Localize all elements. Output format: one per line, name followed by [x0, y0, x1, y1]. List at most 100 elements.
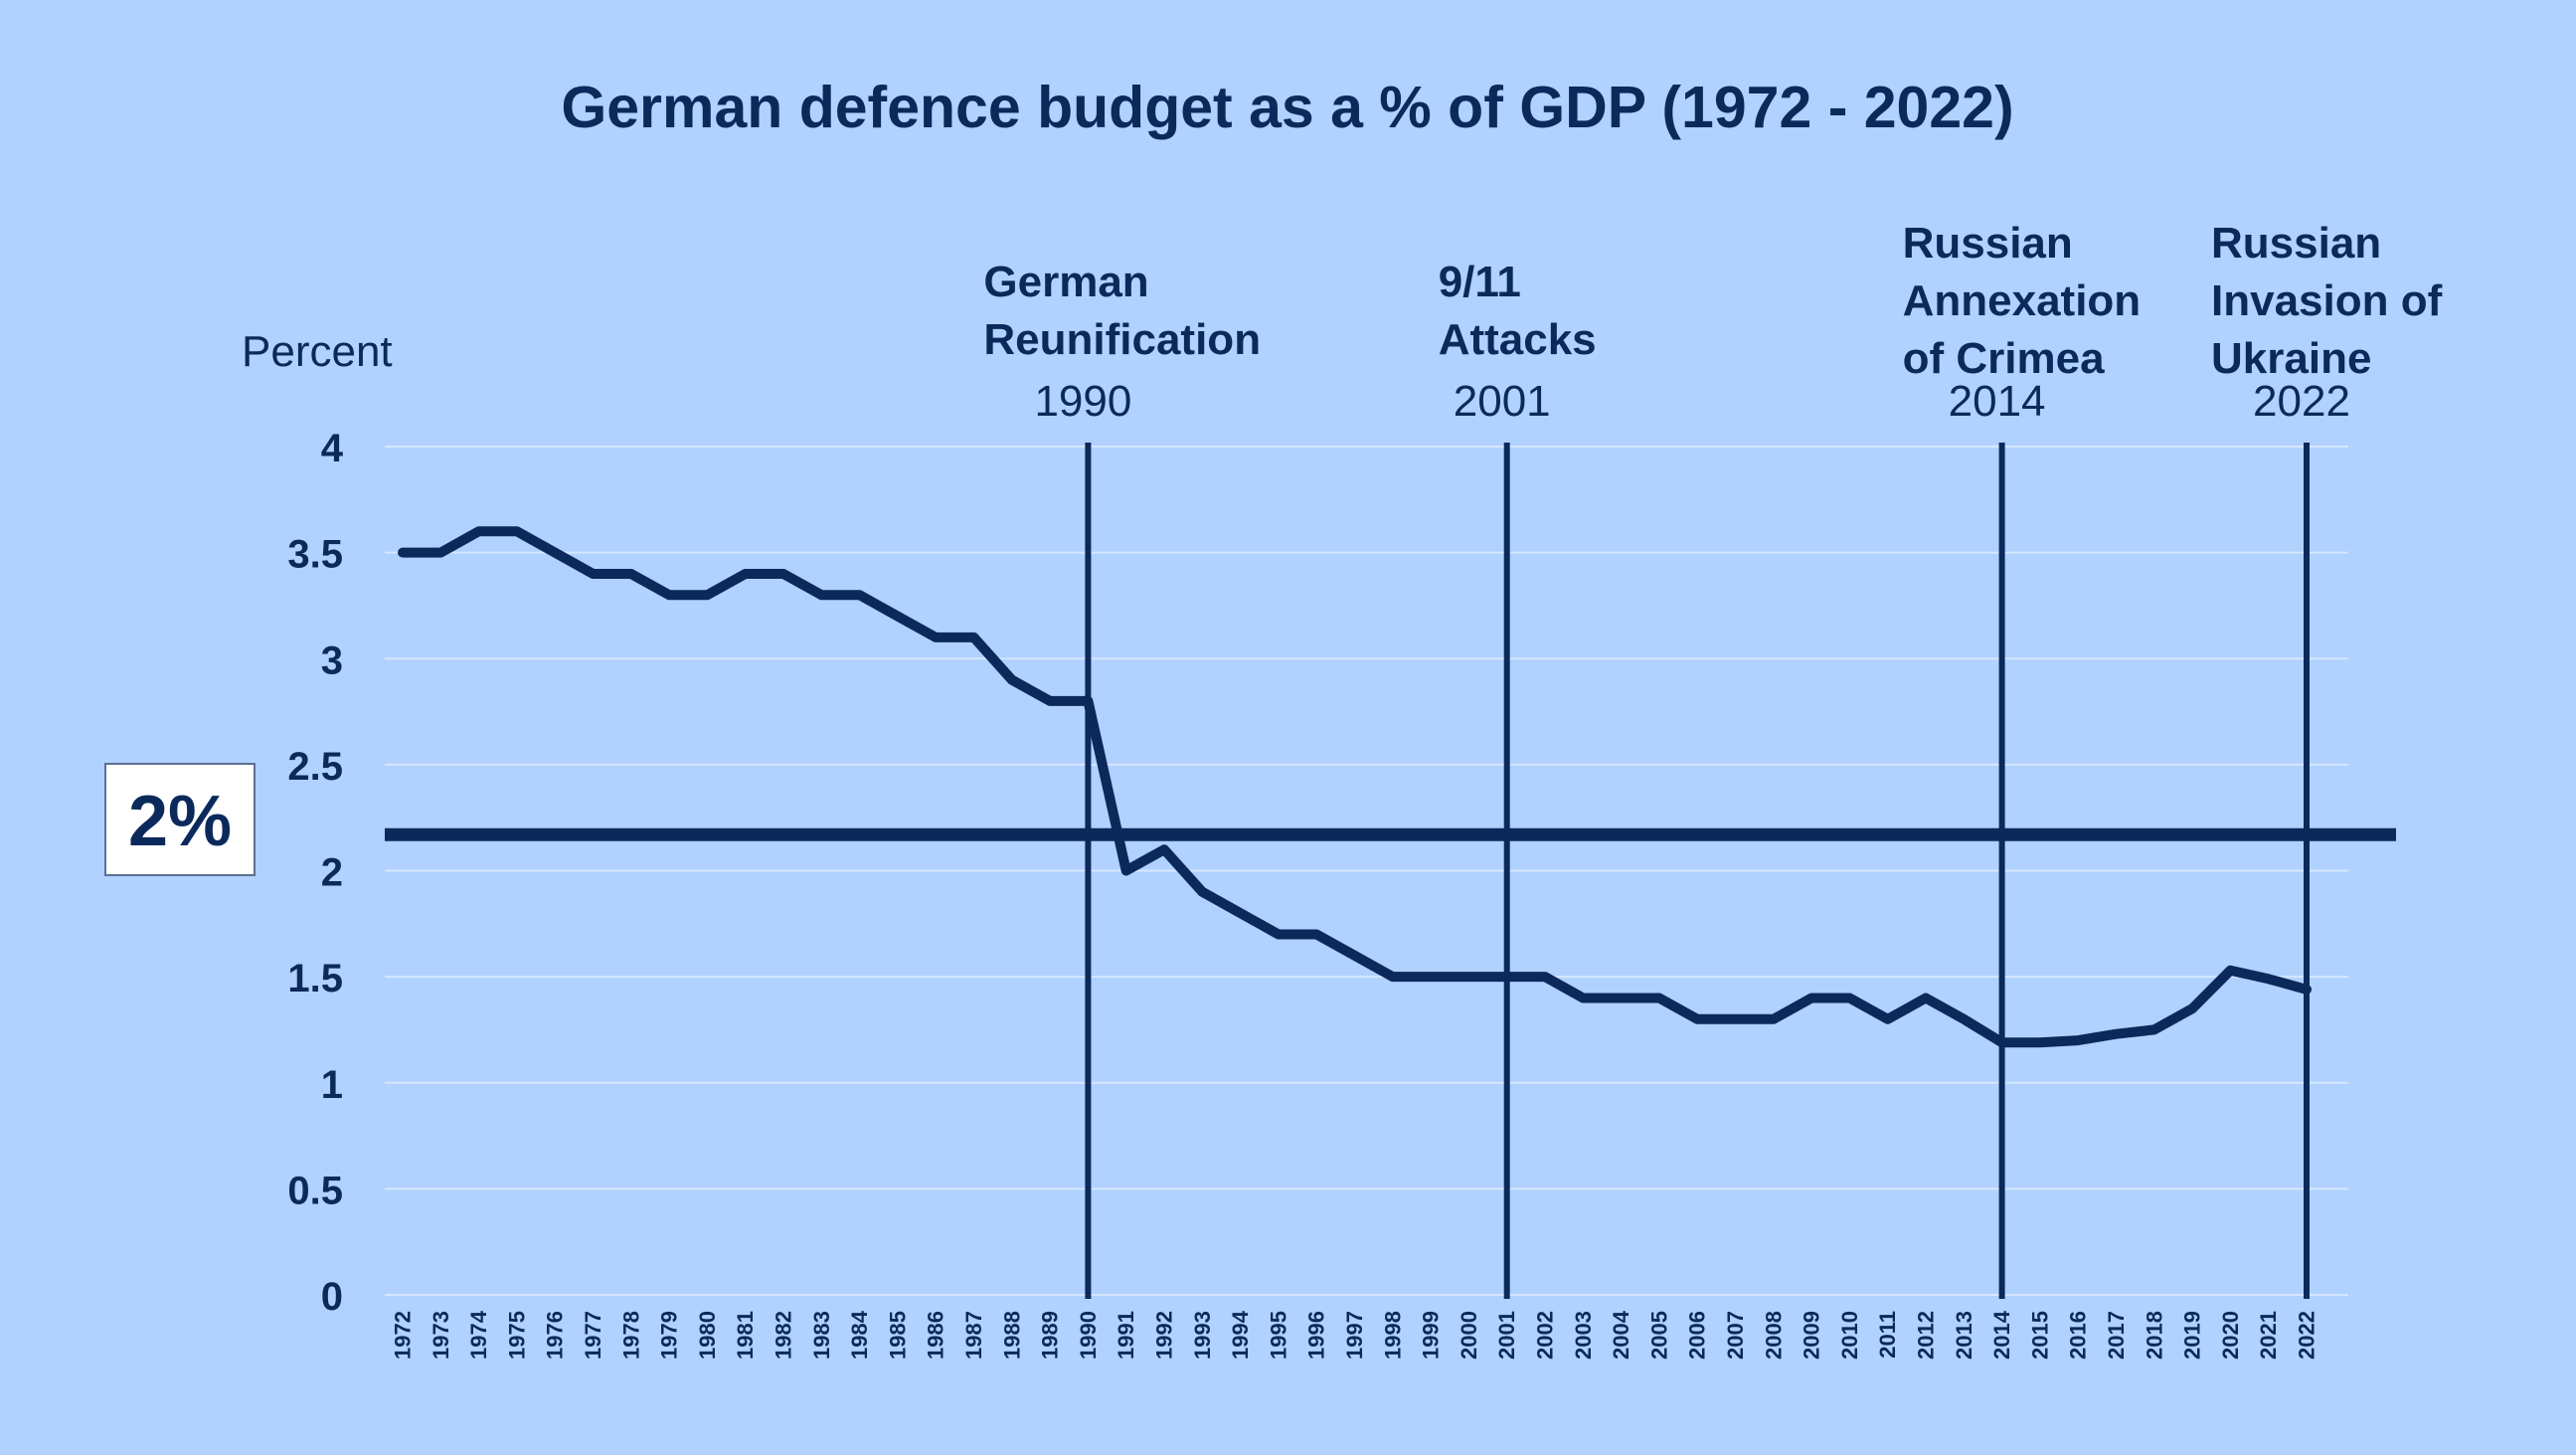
- x-tick-label: 2012: [1914, 1311, 1939, 1360]
- data-point: [935, 636, 938, 638]
- x-tick-label: 1978: [618, 1311, 643, 1360]
- x-tick-label: 1988: [999, 1311, 1024, 1360]
- y-tick-label: 3: [321, 638, 343, 682]
- x-tick-label: 1974: [466, 1310, 491, 1360]
- x-tick-label: 1990: [1076, 1311, 1101, 1360]
- data-point: [1391, 976, 1394, 979]
- data-point: [1353, 954, 1356, 957]
- data-point: [1124, 869, 1127, 872]
- x-tick-label: 2006: [1685, 1311, 1710, 1360]
- x-tick-label: 1994: [1228, 1310, 1253, 1360]
- x-tick-label: 2004: [1609, 1310, 1633, 1360]
- data-point: [1315, 933, 1318, 936]
- data-point: [1049, 699, 1052, 702]
- data-point: [402, 551, 404, 554]
- data-point: [477, 530, 480, 533]
- data-point: [1582, 997, 1585, 1000]
- data-point: [972, 636, 975, 638]
- x-tick-label: 2003: [1571, 1311, 1596, 1360]
- data-point: [1734, 1017, 1737, 1020]
- data-point: [1467, 976, 1470, 979]
- x-tick-label: 1972: [391, 1311, 416, 1360]
- x-tick-label: 1996: [1304, 1311, 1329, 1360]
- data-point: [1963, 1017, 1966, 1020]
- data-point: [1696, 1017, 1699, 1020]
- y-tick-labels: 0 0.5 1 1.5 2 2.5 3 3.5 4: [287, 427, 343, 1319]
- data-point: [1810, 997, 1813, 1000]
- y-tick-label: 1: [321, 1063, 343, 1107]
- data-point: [2152, 1028, 2155, 1031]
- event-title-line: German: [983, 258, 1148, 306]
- x-tick-label: 2007: [1723, 1311, 1748, 1360]
- event-year-label: 2022: [2253, 377, 2350, 426]
- x-tick-label: 1984: [847, 1310, 872, 1360]
- x-tick-label: 1973: [429, 1311, 453, 1360]
- x-tick-label: 1976: [543, 1311, 568, 1360]
- data-point: [782, 572, 784, 575]
- threshold-box: [104, 763, 256, 876]
- y-tick-label: 0: [321, 1275, 343, 1319]
- data-point: [1657, 997, 1660, 1000]
- data-point: [858, 594, 861, 597]
- x-tick-label: 1987: [961, 1311, 986, 1360]
- x-tick-label: 2008: [1761, 1311, 1786, 1360]
- x-tick-label: 2001: [1494, 1311, 1519, 1360]
- x-tick-label: 1999: [1419, 1311, 1444, 1360]
- x-tick-label: 2000: [1457, 1311, 1481, 1360]
- threshold-group: 2%: [104, 763, 2396, 876]
- y-tick-label: 4: [321, 427, 344, 470]
- data-point: [668, 594, 671, 597]
- data-point: [554, 551, 557, 554]
- data-point: [896, 615, 899, 618]
- x-tick-label: 2021: [2256, 1311, 2281, 1360]
- x-tick-label: 2016: [2066, 1311, 2091, 1360]
- event-title-line: Russian: [2211, 219, 2381, 268]
- x-tick-label: 1989: [1038, 1311, 1063, 1360]
- data-point: [1277, 933, 1280, 936]
- x-tick-label: 1979: [657, 1311, 682, 1360]
- event-title-line: Annexation: [1903, 276, 2142, 325]
- event-title-line: Ukraine: [2211, 334, 2371, 383]
- event-title-line: Invasion of: [2211, 276, 2443, 325]
- y-axis-label: Percent: [242, 327, 393, 376]
- data-point: [1505, 976, 1508, 979]
- x-tick-label: 1981: [733, 1311, 758, 1360]
- data-point: [1544, 976, 1546, 979]
- event-year-label: 1990: [1034, 377, 1131, 426]
- x-tick-label: 2015: [2027, 1311, 2052, 1360]
- data-point: [1772, 1017, 1775, 1020]
- data-point: [1848, 997, 1851, 1000]
- y-tick-label: 2.5: [287, 745, 343, 789]
- data-point: [2038, 1041, 2041, 1044]
- x-tick-label: 1997: [1342, 1311, 1367, 1360]
- event-title-line: 9/11: [1439, 258, 1521, 306]
- event-title-line: Reunification: [983, 315, 1261, 364]
- data-point: [1430, 976, 1433, 979]
- x-tick-label: 2002: [1533, 1311, 1558, 1360]
- series-line: [398, 526, 2312, 1048]
- event-year-label: 2001: [1454, 377, 1551, 426]
- data-point: [744, 572, 747, 575]
- x-tick-label: 1991: [1114, 1311, 1138, 1360]
- data-point: [2077, 1039, 2080, 1042]
- x-tick-label: 1982: [772, 1311, 796, 1360]
- data-point: [439, 551, 442, 554]
- data-point: [2267, 978, 2270, 981]
- x-tick-label: 1995: [1266, 1311, 1290, 1360]
- series-group: [398, 526, 2312, 1048]
- x-tick-label: 1975: [504, 1311, 529, 1360]
- data-point: [2229, 969, 2232, 972]
- x-tick-label: 1977: [581, 1311, 605, 1360]
- x-tick-label: 1983: [809, 1311, 834, 1360]
- x-tick-label: 2011: [1875, 1311, 1900, 1359]
- data-point: [820, 594, 823, 597]
- x-tick-label: 1980: [695, 1311, 720, 1360]
- event-year-label: 2014: [1949, 377, 2046, 426]
- data-point: [1010, 678, 1013, 681]
- data-point: [2191, 1007, 2194, 1010]
- event-marker: German Reunification 1990: [983, 258, 1261, 1299]
- x-tick-label: 2014: [1989, 1310, 2014, 1360]
